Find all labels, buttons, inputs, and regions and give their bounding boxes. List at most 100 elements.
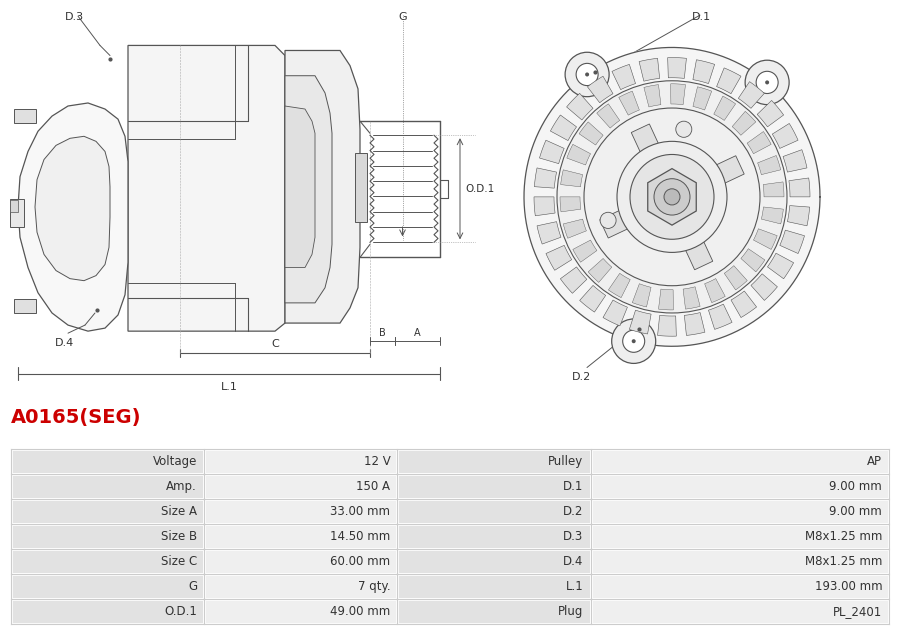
Bar xyxy=(204,599,397,624)
Polygon shape xyxy=(285,50,360,323)
Polygon shape xyxy=(670,84,686,105)
Polygon shape xyxy=(599,201,649,238)
Polygon shape xyxy=(539,140,564,163)
Text: 193.00 mm: 193.00 mm xyxy=(814,580,882,593)
Text: O.D.1: O.D.1 xyxy=(465,184,494,194)
Text: 9.00 mm: 9.00 mm xyxy=(830,480,882,493)
Polygon shape xyxy=(560,197,580,212)
Polygon shape xyxy=(285,76,332,303)
Polygon shape xyxy=(757,100,784,127)
Text: O.D.1: O.D.1 xyxy=(164,605,197,618)
Polygon shape xyxy=(535,168,556,188)
Text: 49.00 mm: 49.00 mm xyxy=(330,605,391,618)
Bar xyxy=(204,524,397,549)
Bar xyxy=(590,574,889,599)
Circle shape xyxy=(612,319,656,363)
Text: Voltage: Voltage xyxy=(153,455,197,468)
Bar xyxy=(10,200,18,212)
Text: Plug: Plug xyxy=(558,605,583,618)
Polygon shape xyxy=(633,284,651,307)
Text: Amp.: Amp. xyxy=(166,480,197,493)
Circle shape xyxy=(654,179,690,215)
Polygon shape xyxy=(35,136,110,281)
Circle shape xyxy=(630,155,714,239)
Bar xyxy=(590,524,889,549)
Bar xyxy=(397,449,590,475)
Text: 7 qty.: 7 qty. xyxy=(357,580,391,593)
Text: D.2: D.2 xyxy=(563,505,583,518)
Text: L.1: L.1 xyxy=(566,580,583,593)
Text: 9.00 mm: 9.00 mm xyxy=(830,505,882,518)
Text: Size A: Size A xyxy=(161,505,197,518)
Circle shape xyxy=(756,71,778,93)
Polygon shape xyxy=(768,253,794,279)
Text: G: G xyxy=(398,12,407,22)
Circle shape xyxy=(623,330,644,352)
Circle shape xyxy=(576,63,598,86)
Polygon shape xyxy=(631,124,669,174)
Text: Size C: Size C xyxy=(161,555,197,569)
Circle shape xyxy=(765,80,770,85)
Bar xyxy=(204,574,397,599)
Text: C: C xyxy=(271,339,279,350)
Polygon shape xyxy=(567,144,590,165)
Polygon shape xyxy=(693,60,715,83)
Text: Size B: Size B xyxy=(161,530,197,543)
Polygon shape xyxy=(751,274,778,300)
Bar xyxy=(355,153,367,222)
Polygon shape xyxy=(724,266,747,290)
Polygon shape xyxy=(684,312,705,336)
Polygon shape xyxy=(708,304,732,329)
Polygon shape xyxy=(572,240,597,262)
Polygon shape xyxy=(788,206,810,226)
Circle shape xyxy=(565,52,609,97)
Polygon shape xyxy=(561,267,587,293)
Bar xyxy=(590,549,889,574)
Text: AP: AP xyxy=(868,455,882,468)
Polygon shape xyxy=(619,91,639,115)
Bar xyxy=(204,549,397,574)
Polygon shape xyxy=(561,170,582,187)
Polygon shape xyxy=(128,45,285,331)
Text: D.3: D.3 xyxy=(563,530,583,543)
Polygon shape xyxy=(693,87,712,110)
Polygon shape xyxy=(753,229,778,249)
Bar xyxy=(397,499,590,524)
Bar xyxy=(11,475,204,499)
Bar xyxy=(590,475,889,499)
Polygon shape xyxy=(603,300,627,326)
Text: 33.00 mm: 33.00 mm xyxy=(330,505,391,518)
Bar xyxy=(397,599,590,624)
Polygon shape xyxy=(676,220,713,270)
Bar xyxy=(11,574,204,599)
Text: 12 V: 12 V xyxy=(364,455,391,468)
Polygon shape xyxy=(683,286,700,309)
Text: A0165(SEG): A0165(SEG) xyxy=(11,408,141,427)
Polygon shape xyxy=(551,115,577,141)
Polygon shape xyxy=(668,57,687,78)
Polygon shape xyxy=(747,131,771,154)
Polygon shape xyxy=(534,197,555,216)
Bar xyxy=(11,524,204,549)
Text: G: G xyxy=(188,580,197,593)
Polygon shape xyxy=(714,96,735,121)
Polygon shape xyxy=(588,76,613,103)
Circle shape xyxy=(664,189,680,205)
Text: M8x1.25 mm: M8x1.25 mm xyxy=(805,555,882,569)
Bar xyxy=(397,475,590,499)
Circle shape xyxy=(585,73,590,76)
Text: D.2: D.2 xyxy=(572,372,591,382)
Polygon shape xyxy=(705,279,725,303)
Polygon shape xyxy=(285,106,315,268)
Bar xyxy=(397,524,590,549)
Text: 14.50 mm: 14.50 mm xyxy=(330,530,391,543)
Text: D.1: D.1 xyxy=(563,480,583,493)
Polygon shape xyxy=(612,64,635,90)
Text: B: B xyxy=(379,328,386,338)
Bar xyxy=(11,499,204,524)
Bar xyxy=(397,549,590,574)
Polygon shape xyxy=(639,58,660,81)
Polygon shape xyxy=(779,230,805,254)
Polygon shape xyxy=(608,273,630,298)
Polygon shape xyxy=(716,68,741,93)
